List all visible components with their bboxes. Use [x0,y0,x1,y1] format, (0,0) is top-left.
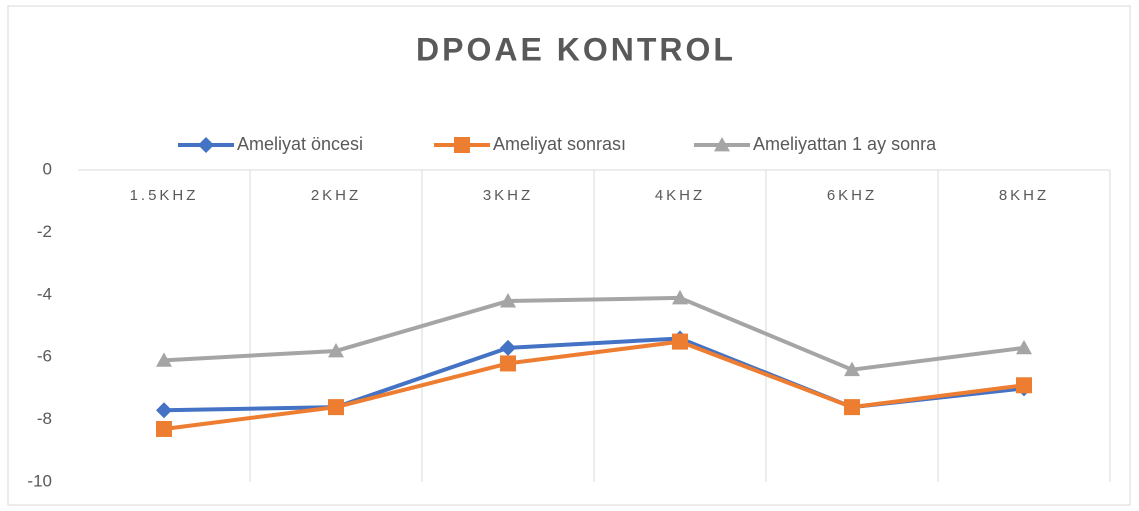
legend-marker [198,137,214,153]
y-tick-label: 0 [43,159,52,178]
marker [156,402,172,419]
x-tick-label: 6KHZ [827,187,877,204]
y-tick-label: -2 [37,222,52,241]
marker [156,420,172,437]
series-line [163,295,1025,372]
y-tick-label: -6 [37,347,52,366]
chart-border [7,5,1131,506]
marker [156,352,172,367]
marker [844,361,860,377]
marker [844,399,860,416]
chart-title: DPOAE KONTROL [416,31,736,67]
series-line [163,339,1025,431]
y-tick-label: -10 [27,471,52,490]
marker [672,333,688,350]
marker [1016,377,1032,394]
y-tick-label: -4 [37,284,52,303]
legend-marker [714,137,730,152]
legend-label: Ameliyat öncesi [237,134,363,154]
marker [328,342,344,358]
x-tick-label: 1.5KHZ [130,187,199,204]
marker [328,399,344,416]
marker [500,355,516,372]
x-tick-label: 4KHZ [655,187,705,204]
legend-marker [454,137,470,153]
y-tick-label: -8 [37,409,52,428]
x-tick-label: 3KHZ [483,187,533,204]
marker [1016,339,1032,355]
legend-label: Ameliyat sonrası [493,134,626,154]
legend-label: Ameliyattan 1 ay sonra [753,134,937,154]
marker [500,339,516,356]
marker [672,289,688,305]
marker [500,293,516,308]
x-tick-label: 2KHZ [311,187,361,204]
x-tick-label: 8KHZ [999,187,1049,204]
